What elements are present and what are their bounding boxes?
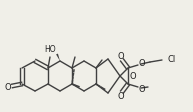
- Text: O: O: [139, 84, 146, 94]
- Text: O: O: [130, 71, 136, 81]
- Text: O: O: [118, 92, 124, 100]
- Text: O: O: [5, 83, 11, 92]
- Text: O: O: [139, 58, 146, 68]
- Text: HO: HO: [44, 44, 56, 54]
- Text: O: O: [118, 52, 124, 60]
- Polygon shape: [56, 54, 60, 61]
- Text: Cl: Cl: [168, 55, 176, 64]
